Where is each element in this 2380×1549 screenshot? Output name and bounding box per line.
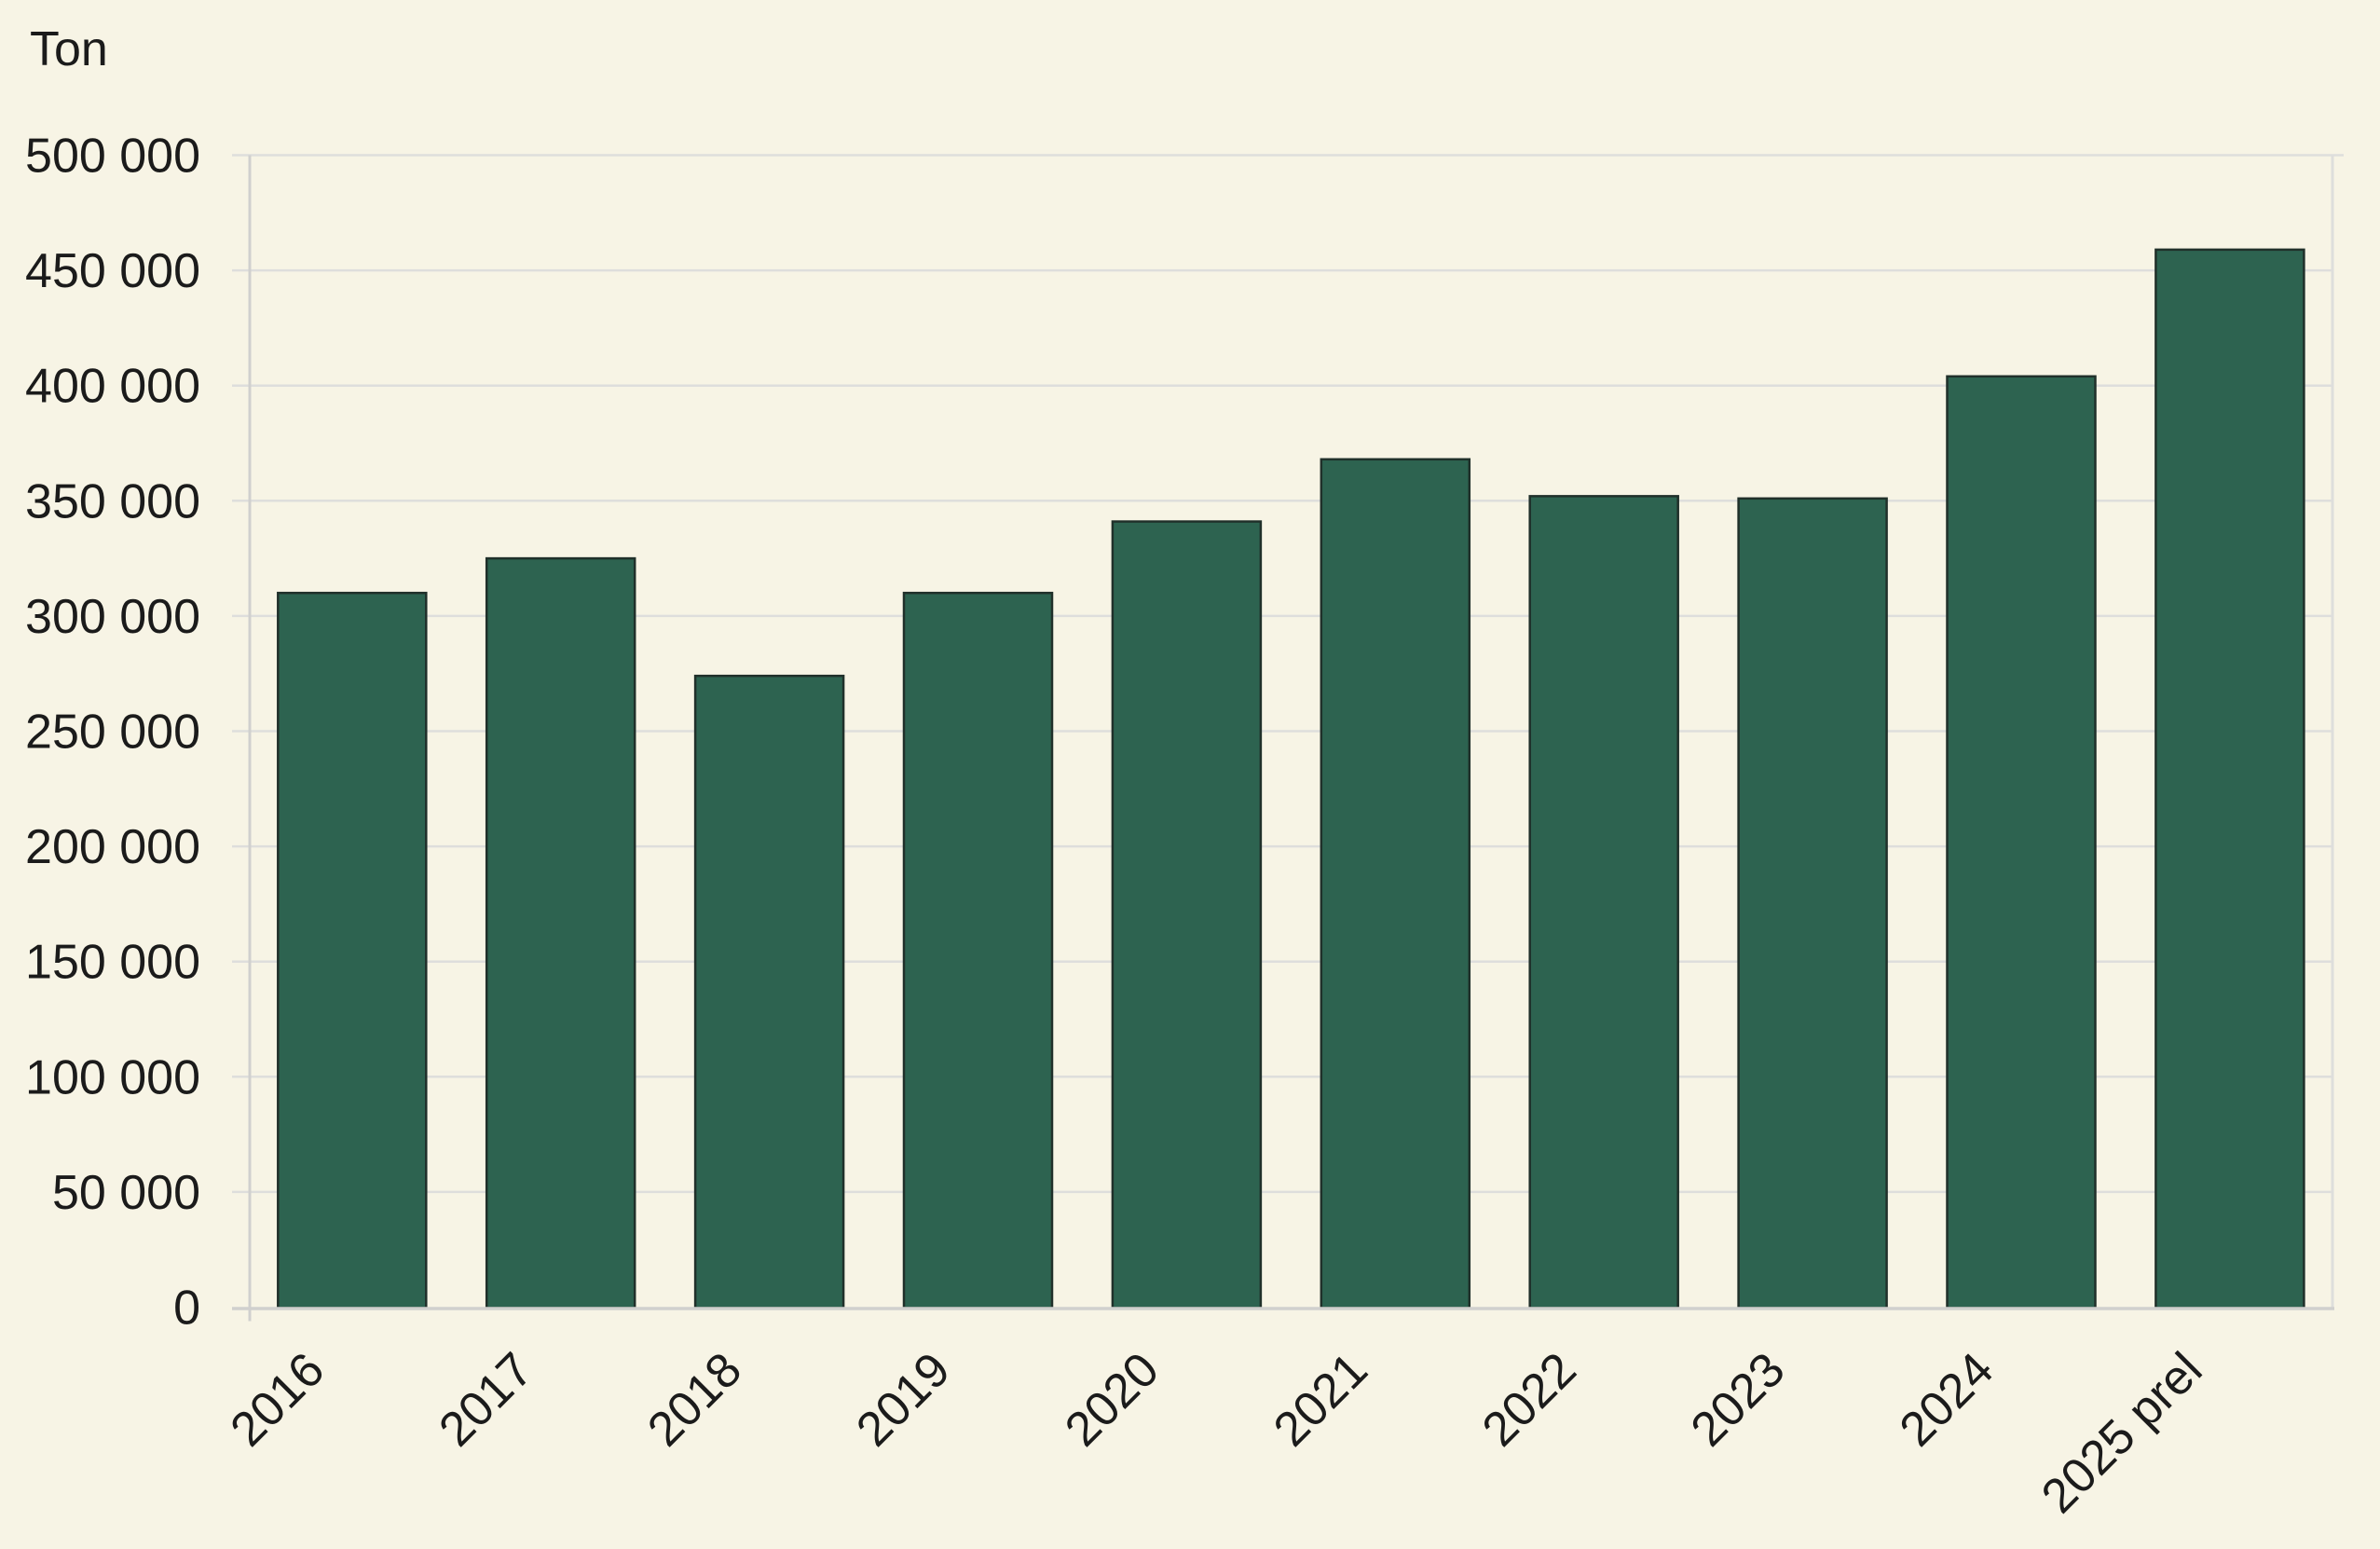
y-axis-unit-label: Ton <box>30 22 108 76</box>
y-tick-label: 200 000 <box>25 820 200 874</box>
bar-2023[interactable] <box>1737 497 1888 1309</box>
x-tick-label: 2024 <box>1890 1342 2004 1457</box>
y-tick-label: 250 000 <box>25 706 200 760</box>
y-tick-label: 50 000 <box>52 1166 200 1220</box>
x-tick-label: 2018 <box>637 1342 752 1457</box>
bar-2020[interactable] <box>1111 520 1263 1309</box>
y-tick-label: 100 000 <box>25 1050 200 1104</box>
y-tick-label: 150 000 <box>25 936 200 990</box>
x-tick-label: 2019 <box>846 1342 961 1457</box>
y-tick-label: 400 000 <box>25 360 200 414</box>
x-tick-label: 2023 <box>1681 1342 1796 1457</box>
bar-2019[interactable] <box>902 591 1054 1309</box>
bar-2017[interactable] <box>485 556 636 1309</box>
bar-2025-prel[interactable] <box>2154 248 2305 1309</box>
y-tick-label: 350 000 <box>25 474 200 528</box>
bars <box>277 248 2305 1309</box>
bar-2024[interactable] <box>1946 375 2097 1309</box>
y-tick-label: 300 000 <box>25 590 200 644</box>
x-tick-label: 2016 <box>220 1342 335 1457</box>
bar-2016[interactable] <box>277 591 428 1309</box>
y-tick-label: 500 000 <box>25 130 200 184</box>
bar-2022[interactable] <box>1528 495 1679 1309</box>
y-tick-label: 0 <box>173 1282 200 1336</box>
x-axis-labels: 2016 2017 2018 2019 2020 2021 2022 2023 2024 2025… <box>220 1342 2212 1523</box>
x-tick-label: 2020 <box>1055 1342 1169 1457</box>
x-tick-label: 2021 <box>1264 1342 1378 1457</box>
y-axis-labels: 0 50 000 100 000 150 000 200 000 250 000 300 0… <box>25 130 200 1336</box>
x-tick-label: 2017 <box>429 1342 543 1457</box>
axes <box>248 155 2334 1322</box>
x-tick-label: 2025 prel <box>2031 1342 2212 1523</box>
x-tick-label: 2022 <box>1472 1342 1587 1457</box>
bar-2021[interactable] <box>1320 458 1471 1309</box>
y-tick-label: 450 000 <box>25 244 200 298</box>
bar-2018[interactable] <box>693 674 845 1309</box>
